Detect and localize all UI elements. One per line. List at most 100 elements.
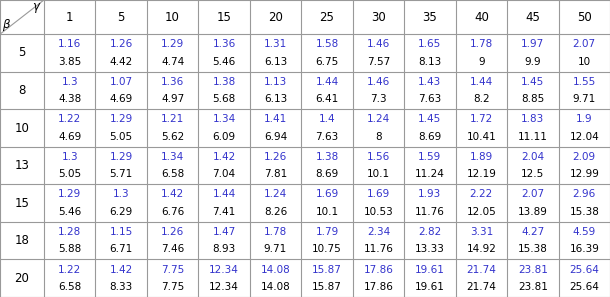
Text: 6.13: 6.13: [264, 94, 287, 104]
Text: 12.34: 12.34: [209, 265, 239, 275]
Text: 19.61: 19.61: [415, 265, 445, 275]
Text: 4.59: 4.59: [573, 227, 596, 237]
Text: 1.97: 1.97: [521, 39, 545, 49]
Text: 30: 30: [371, 11, 386, 23]
Text: 8.85: 8.85: [521, 94, 545, 104]
Text: 45: 45: [525, 11, 540, 23]
Text: 1.24: 1.24: [264, 189, 287, 200]
Text: 21.74: 21.74: [467, 282, 497, 292]
Text: 1.79: 1.79: [315, 227, 339, 237]
Text: 6.75: 6.75: [315, 56, 339, 67]
Text: 2.07: 2.07: [573, 39, 596, 49]
Text: 1.44: 1.44: [315, 77, 339, 87]
Text: 1.93: 1.93: [418, 189, 442, 200]
Text: 7.75: 7.75: [161, 265, 184, 275]
Text: 6.13: 6.13: [264, 56, 287, 67]
Text: 7.46: 7.46: [161, 244, 184, 254]
Text: 8.69: 8.69: [315, 169, 339, 179]
Text: 1.3: 1.3: [62, 77, 78, 87]
Text: 13.89: 13.89: [518, 207, 548, 217]
Text: 1.41: 1.41: [264, 114, 287, 124]
Text: 1.13: 1.13: [264, 77, 287, 87]
Text: 9.9: 9.9: [525, 56, 541, 67]
Text: 1.46: 1.46: [367, 39, 390, 49]
Text: 8: 8: [18, 84, 26, 97]
Text: 10: 10: [165, 11, 180, 23]
Text: 1.29: 1.29: [161, 39, 184, 49]
Text: 10.41: 10.41: [467, 132, 496, 142]
Text: 15.38: 15.38: [518, 244, 548, 254]
Text: 8.13: 8.13: [418, 56, 442, 67]
Text: 15: 15: [217, 11, 231, 23]
Text: 1: 1: [66, 11, 73, 23]
Text: 5.88: 5.88: [58, 244, 81, 254]
Text: 1.42: 1.42: [109, 265, 133, 275]
Text: 5.71: 5.71: [109, 169, 133, 179]
Text: 1.21: 1.21: [161, 114, 184, 124]
Text: $\gamma$: $\gamma$: [32, 1, 41, 15]
Text: 18: 18: [15, 234, 29, 247]
Text: 40: 40: [474, 11, 489, 23]
Text: 5.46: 5.46: [212, 56, 235, 67]
Text: 5: 5: [118, 11, 125, 23]
Text: 4.97: 4.97: [161, 94, 184, 104]
Text: 10.1: 10.1: [367, 169, 390, 179]
Text: 7.63: 7.63: [418, 94, 442, 104]
Text: 1.65: 1.65: [418, 39, 442, 49]
Text: 10.75: 10.75: [312, 244, 342, 254]
Text: 25.64: 25.64: [569, 265, 599, 275]
Text: 9: 9: [478, 56, 485, 67]
Text: 2.34: 2.34: [367, 227, 390, 237]
Text: 7.81: 7.81: [264, 169, 287, 179]
Text: 7.63: 7.63: [315, 132, 339, 142]
Text: 1.56: 1.56: [367, 152, 390, 162]
Text: 1.31: 1.31: [264, 39, 287, 49]
Text: 1.69: 1.69: [367, 189, 390, 200]
Text: 21.74: 21.74: [467, 265, 497, 275]
Text: 1.59: 1.59: [418, 152, 442, 162]
Text: 5.46: 5.46: [58, 207, 81, 217]
Text: 4.74: 4.74: [161, 56, 184, 67]
Text: 7.04: 7.04: [212, 169, 235, 179]
Text: 7.75: 7.75: [161, 282, 184, 292]
Text: 11.76: 11.76: [415, 207, 445, 217]
Text: 8.26: 8.26: [264, 207, 287, 217]
Text: 5.05: 5.05: [110, 132, 133, 142]
Text: 10: 10: [578, 56, 591, 67]
Text: 7.3: 7.3: [370, 94, 387, 104]
Text: 1.36: 1.36: [212, 39, 235, 49]
Text: 7.41: 7.41: [212, 207, 235, 217]
Text: 17.86: 17.86: [364, 282, 393, 292]
Text: 1.22: 1.22: [58, 265, 81, 275]
Text: 12.19: 12.19: [467, 169, 497, 179]
Text: 50: 50: [577, 11, 592, 23]
Text: 1.38: 1.38: [315, 152, 339, 162]
Text: 6.09: 6.09: [212, 132, 235, 142]
Text: 1.69: 1.69: [315, 189, 339, 200]
Text: 6.58: 6.58: [58, 282, 81, 292]
Text: 1.58: 1.58: [315, 39, 339, 49]
Text: 5.62: 5.62: [161, 132, 184, 142]
Text: 6.94: 6.94: [264, 132, 287, 142]
Text: 1.15: 1.15: [109, 227, 133, 237]
Text: 1.28: 1.28: [58, 227, 81, 237]
Text: 12.04: 12.04: [569, 132, 599, 142]
Text: 2.07: 2.07: [521, 189, 544, 200]
Text: 1.44: 1.44: [212, 189, 235, 200]
Text: 5: 5: [18, 46, 26, 59]
Text: 17.86: 17.86: [364, 265, 393, 275]
Text: 14.08: 14.08: [260, 265, 290, 275]
Text: 11.76: 11.76: [364, 244, 393, 254]
Text: 1.89: 1.89: [470, 152, 493, 162]
Text: 3.85: 3.85: [58, 56, 81, 67]
Text: 7.57: 7.57: [367, 56, 390, 67]
Text: 12.99: 12.99: [569, 169, 599, 179]
Text: 10.53: 10.53: [364, 207, 393, 217]
Text: 2.09: 2.09: [573, 152, 596, 162]
Text: 4.42: 4.42: [109, 56, 133, 67]
Text: 12.05: 12.05: [467, 207, 496, 217]
Text: 8.69: 8.69: [418, 132, 442, 142]
Text: 4.69: 4.69: [58, 132, 81, 142]
Text: 1.9: 1.9: [576, 114, 592, 124]
Text: 1.47: 1.47: [212, 227, 235, 237]
